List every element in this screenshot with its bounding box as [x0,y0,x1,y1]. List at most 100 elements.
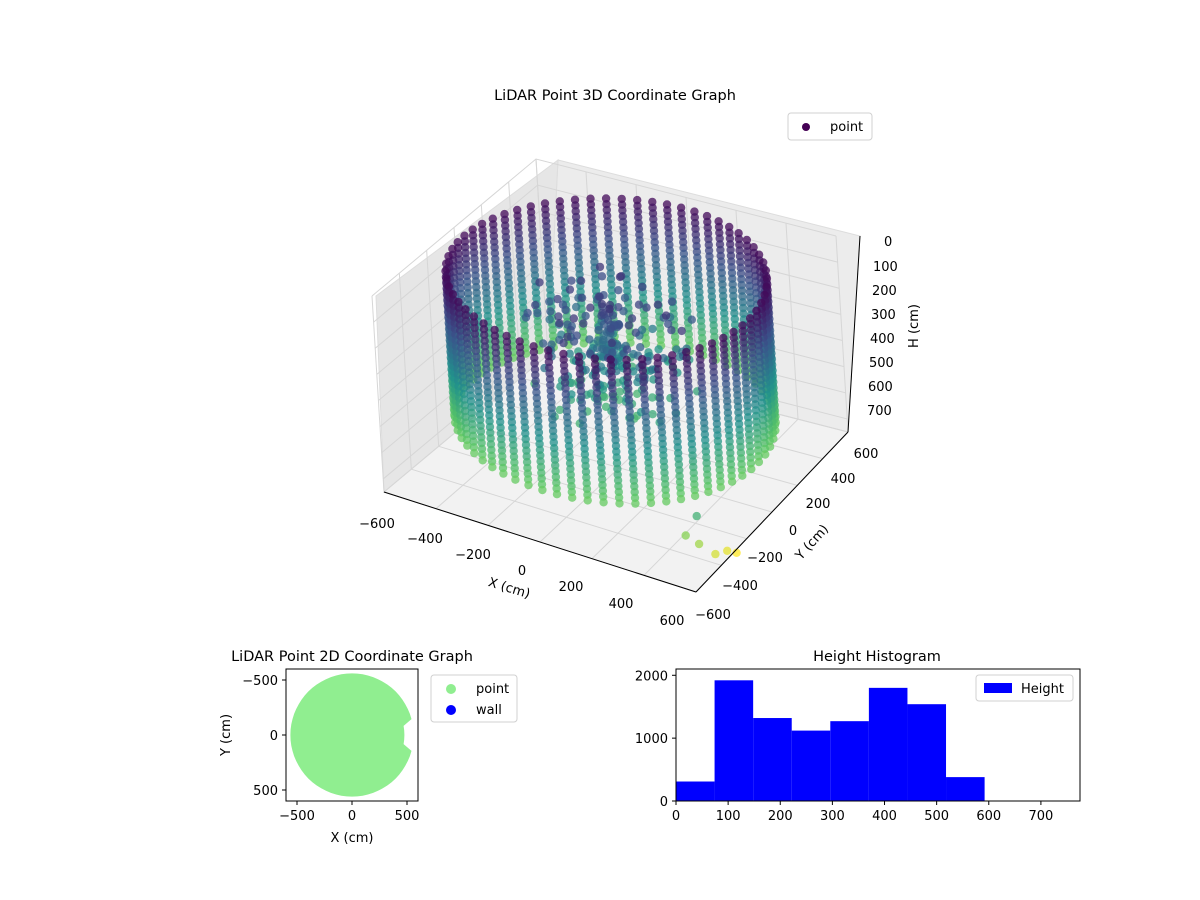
legend-label: Height [1021,682,1064,697]
data-point [576,276,586,285]
data-point [595,292,604,301]
y-tick-label: −600 [695,608,731,623]
y-tick-label: 200 [806,497,831,512]
data-point [597,311,606,320]
legend-histogram: Height [975,674,1074,702]
histogram-bar [753,718,792,801]
data-point [654,345,663,354]
data-point [677,326,686,336]
data-point [569,337,579,346]
x-tick-label: −200 [455,548,491,563]
grid-line [785,223,799,420]
histogram-frame [675,668,1081,802]
data-point [577,293,587,302]
data-point [568,493,577,502]
data-point [634,300,644,309]
data-point [607,338,616,348]
data-point [594,325,603,335]
histogram-bar [676,781,715,801]
histogram-title: Height Histogram [813,649,941,665]
plot-histogram: Height Histogram 0 100 200 300 400 500 600 7000… [635,649,1081,824]
data-point [664,319,673,329]
legend-marker-wall [446,705,456,715]
grid-line [835,235,849,433]
z-tick-label: 400 [870,332,895,347]
legend-2d: point wall [430,674,518,723]
data-point [554,312,563,321]
data-point [535,278,544,287]
data-point [511,475,520,484]
y-tick-label: −400 [722,579,758,594]
z-axis-label: H (cm) [907,304,922,348]
x-tick-label: 200 [559,580,584,595]
data-point [586,303,595,312]
data-point [566,325,575,335]
x-tick-label: 200 [768,809,793,824]
data-point [523,308,532,318]
data-point [754,457,764,467]
x-axis-label-2d: X (cm) [331,831,374,846]
data-point [615,499,624,508]
plot-3d-title: LiDAR Point 3D Coordinate Graph [494,88,736,104]
x-tick-label: −400 [407,532,443,547]
data-point [716,483,725,492]
data-point [579,319,588,328]
data-point [555,405,565,415]
histogram-bar [946,777,985,801]
data-point [546,307,555,316]
histogram-bar [791,730,831,801]
grid-line [411,468,722,566]
data-point [538,339,548,348]
data-point [615,387,624,396]
histogram-ticks: 0 100 200 300 400 500 600 700 0 1000 2000 [635,669,1053,824]
data-point [606,324,616,333]
legend-marker-point [446,684,456,694]
grid-line [371,158,837,297]
data-point [667,297,677,306]
data-point [531,300,540,310]
data-point [614,303,623,312]
data-point [687,315,696,324]
data-point [638,282,647,292]
data-point [627,314,637,323]
z-tick-label: 200 [872,284,897,299]
plot-2d: LiDAR Point 2D Coordinate Graph −5005000… [219,649,518,846]
y-tick-label: 0 [660,795,668,810]
data-point [646,498,656,508]
data-point [738,471,747,480]
data-point [599,498,608,507]
grid-line [371,295,385,493]
y-tick-label: −200 [747,551,783,566]
x-tick-label: 100 [716,809,741,824]
x-tick-label: 0 [672,809,680,824]
y-tick-label: 500 [253,784,278,799]
data-point [732,548,741,557]
legend-label: wall [476,703,502,718]
x-ticks: −600 −400 −200 0 200 400 600 [359,517,684,629]
legend-label: point [830,120,863,135]
data-point [565,285,575,294]
data-point [653,300,663,309]
data-point [605,304,614,314]
data-point [585,335,594,344]
y-tick-label: −500 [242,674,278,689]
data-point [499,469,508,478]
data-point [599,335,608,345]
histogram-bar [714,680,754,801]
data-point [478,456,487,465]
grid-line [535,158,549,356]
data-point [555,319,564,328]
data-point [545,315,554,324]
y-tick-label: 1000 [635,732,668,747]
legend-marker-point [802,123,810,131]
data-point [545,297,554,306]
data-point [662,497,671,506]
data-point [553,294,562,304]
legend-marker-height [984,683,1012,693]
x-tick-label: 0 [348,809,356,824]
data-point [648,410,657,419]
data-point [692,511,701,521]
z-ticks: 0 100 200 300 400 500 600 700 [867,235,898,419]
x-tick-label: 600 [660,614,685,629]
